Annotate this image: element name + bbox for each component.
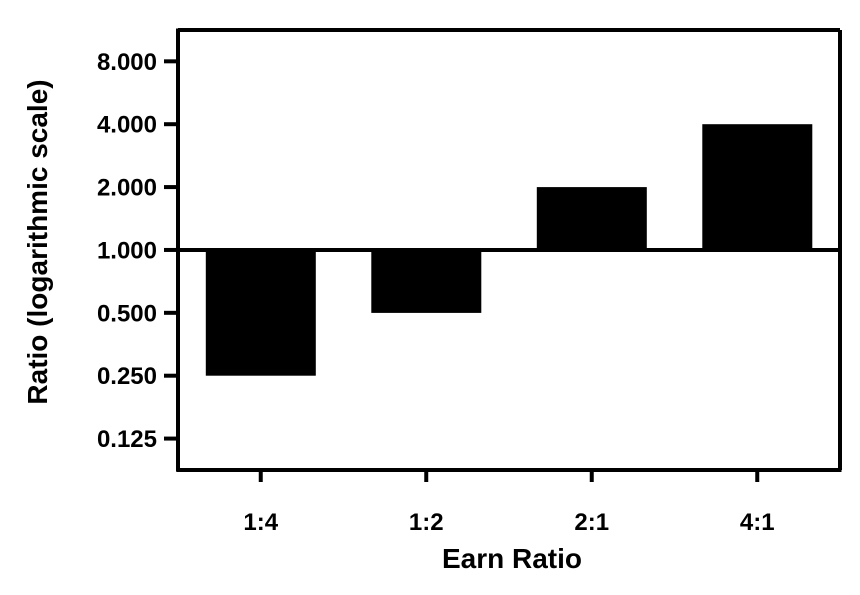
x-tick-label: 4:1 [740,509,775,536]
bar [371,250,482,313]
x-tick-label: 1:2 [409,509,444,536]
y-tick-label: 1.000 [97,237,157,264]
x-tick-label: 1:4 [243,509,278,536]
y-tick-label: 0.500 [97,300,157,327]
x-tick-label: 2:1 [574,509,609,536]
y-tick-label: 0.250 [97,363,157,390]
bars-layer [205,124,813,376]
bar [205,250,316,376]
y-tick-label: 4.000 [97,112,157,139]
x-axis-title: Earn Ratio [442,543,582,574]
plot-frame [176,28,842,472]
bar [702,124,813,250]
y-axis-title: Ratio (logarithmic scale) [22,79,53,404]
y-axis-ticks: 0.125 0.250 0.500 1.000 2.000 4.000 8.000 [97,49,178,453]
bar [536,187,647,250]
y-tick-label: 2.000 [97,175,157,202]
x-axis-ticks: 1:4 1:2 2:1 4:1 [243,470,775,536]
y-tick-label: 0.125 [97,426,157,453]
y-tick-label: 8.000 [97,49,157,76]
